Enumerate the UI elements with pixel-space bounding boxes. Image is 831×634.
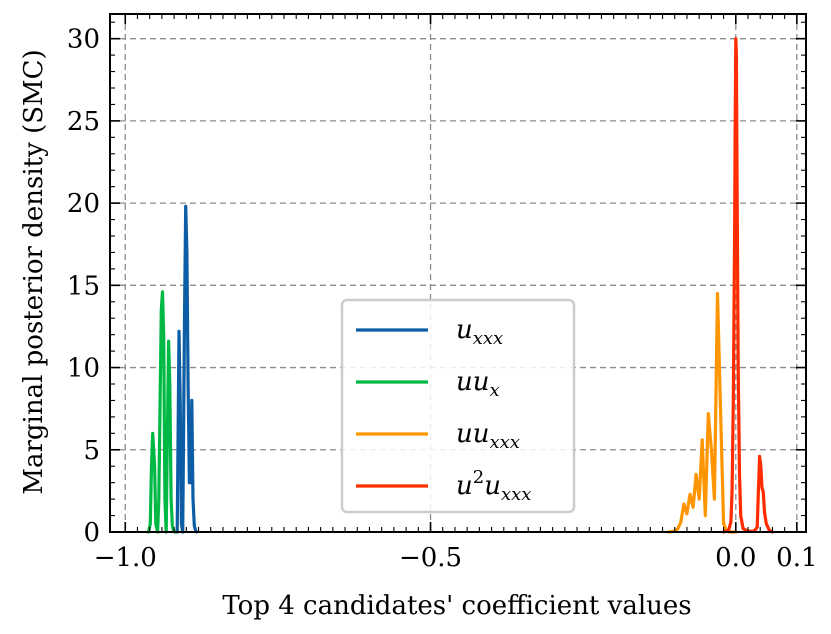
data-series	[146, 37, 774, 534]
x-tick-label: −1.0	[94, 543, 157, 573]
y-tick-label: 15	[67, 271, 100, 301]
series-line-2	[667, 292, 738, 534]
series-line-1	[146, 290, 178, 534]
series-line-3	[722, 37, 774, 534]
tick-labels: −1.0 −0.5 0.0 0.1 0 5 10 15 20 25 30	[67, 25, 818, 573]
x-tick-label: −0.5	[399, 543, 462, 573]
series-line-0	[175, 204, 199, 534]
legend-label-1: uux	[456, 367, 500, 401]
y-tick-label: 0	[83, 518, 100, 548]
legend-label-2: uuxxx	[456, 419, 520, 453]
plot-frame	[109, 13, 807, 533]
x-axis-label: Top 4 candidates' coefficient values	[222, 591, 691, 621]
legend: uxxx uux uuxxx u2uxxx	[340, 298, 576, 514]
y-axis-label: Marginal posterior density (SMC)	[19, 49, 49, 494]
legend-label-0: uxxx	[456, 315, 503, 349]
y-tick-label: 10	[67, 354, 100, 384]
x-tick-label: 0.1	[776, 543, 817, 573]
y-tick-label: 5	[83, 436, 100, 466]
legend-box	[340, 298, 576, 514]
axes	[109, 13, 807, 533]
y-tick-label: 25	[67, 107, 100, 137]
y-tick-label: 30	[67, 25, 100, 55]
y-tick-label: 20	[67, 189, 100, 219]
legend-label-3: u2uxxx	[456, 467, 531, 505]
x-tick-label: 0.0	[715, 543, 756, 573]
